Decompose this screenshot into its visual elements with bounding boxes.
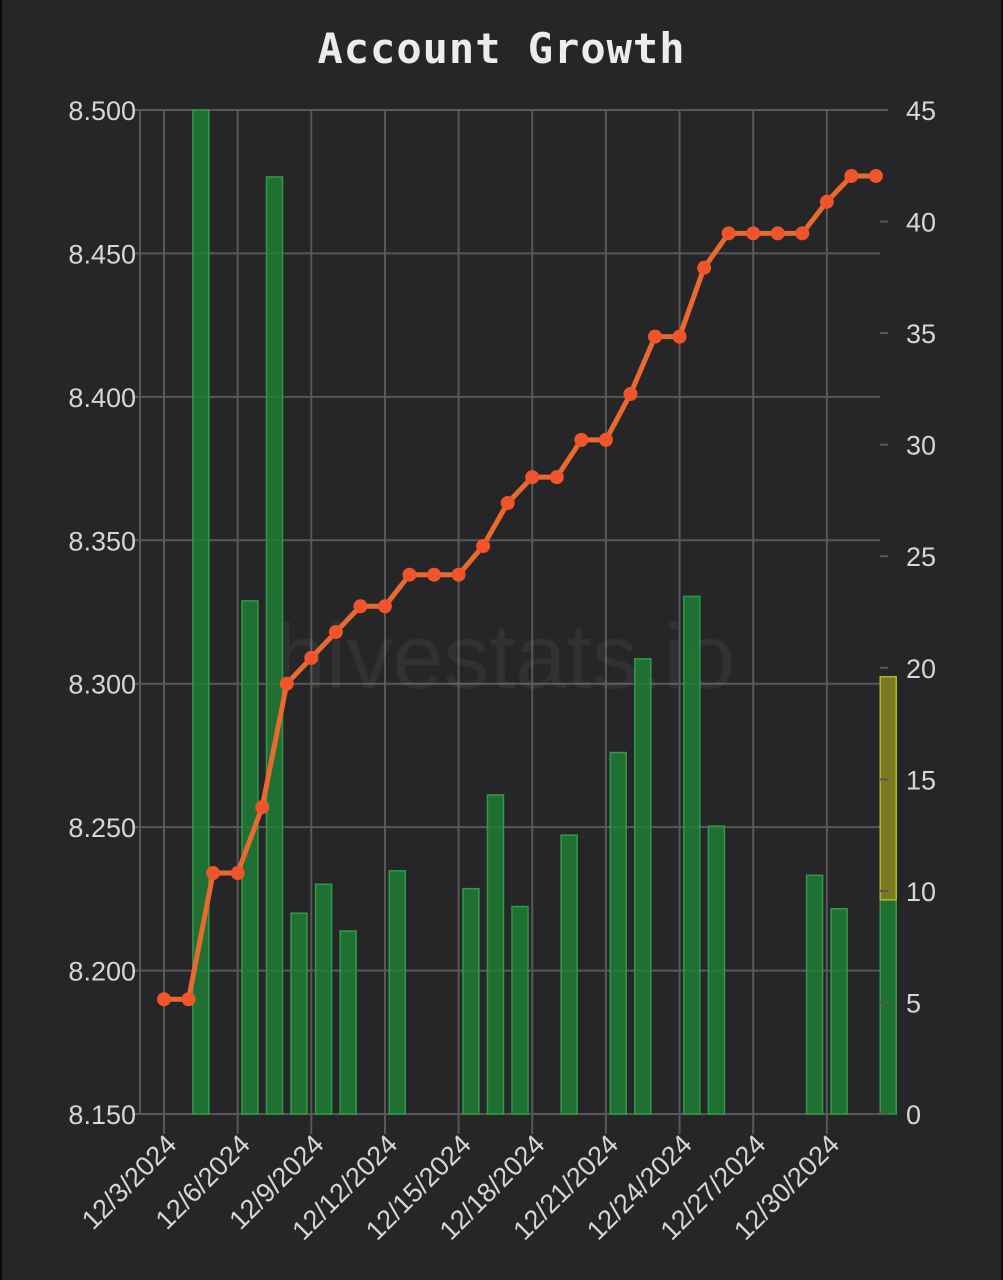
left-tick-label: 8.300 [68,670,136,700]
left-tick-label: 8.350 [68,526,136,556]
balance-point [721,226,736,241]
balance-point [672,329,687,344]
balance-point [353,599,368,614]
left-tick-label: 8.400 [68,383,136,413]
watermark-text: hivestats.io [275,606,735,708]
right-tick-label: 40 [906,208,936,238]
left-tick-label: 8.250 [68,813,136,843]
balance-point [795,226,810,241]
growth-bar [830,907,848,1115]
growth-bar [339,930,357,1115]
balance-point [697,260,712,275]
balance-point [500,495,515,510]
balance-point [157,992,171,1007]
balance-point [525,470,540,485]
balance-point [304,650,319,665]
left-edge [0,0,2,1280]
left-tick-label: 8.500 [68,96,136,126]
growth-bar [265,176,284,1115]
growth-bar [560,834,578,1115]
balance-point [746,226,761,241]
balance-point [451,567,466,582]
balance-point [476,539,491,554]
chart-title: Account Growth [317,24,686,73]
growth-bar [290,912,308,1115]
balance-point [819,194,834,209]
right-tick-label: 20 [906,654,936,684]
growth-bar [486,794,505,1115]
pending-bar [879,675,897,901]
balance-point [181,992,196,1007]
growth-bar [707,825,726,1115]
right-tick-label: 30 [906,431,936,461]
right-edge [1001,0,1003,1280]
balance-point [574,432,589,447]
balance-point [206,866,221,881]
balance-point [648,329,662,344]
growth-bar [192,109,210,1115]
balance-point [279,676,294,691]
balance-point [377,599,392,614]
balance-point [549,470,564,485]
balance-point [402,567,417,582]
balance-point [230,866,245,881]
growth-bar [511,905,529,1115]
growth-bar [805,874,824,1115]
right-tick-label: 10 [906,877,936,907]
balance-point [427,567,442,582]
left-tick-label: 8.200 [68,957,136,987]
growth-bar [683,595,701,1115]
growth-bar [609,751,627,1115]
growth-bar [462,887,480,1115]
balance-point [328,625,343,640]
growth-bar [388,870,406,1115]
right-tick-label: 25 [906,542,936,572]
balance-point [255,800,270,815]
balance-point [623,386,638,401]
left-tick-label: 8.150 [68,1100,136,1130]
left-tick-label: 8.450 [68,239,136,269]
balance-point [868,168,883,183]
right-tick-label: 15 [906,765,936,795]
balance-point [770,226,785,241]
right-tick-label: 0 [906,1100,921,1130]
balance-point [844,168,859,183]
growth-bar [634,658,652,1115]
balance-point [598,432,613,447]
growth-bar [314,883,333,1115]
right-tick-label: 45 [906,96,936,126]
right-tick-label: 5 [906,988,921,1018]
growth-bar [879,899,897,1115]
right-tick-label: 35 [906,319,936,349]
